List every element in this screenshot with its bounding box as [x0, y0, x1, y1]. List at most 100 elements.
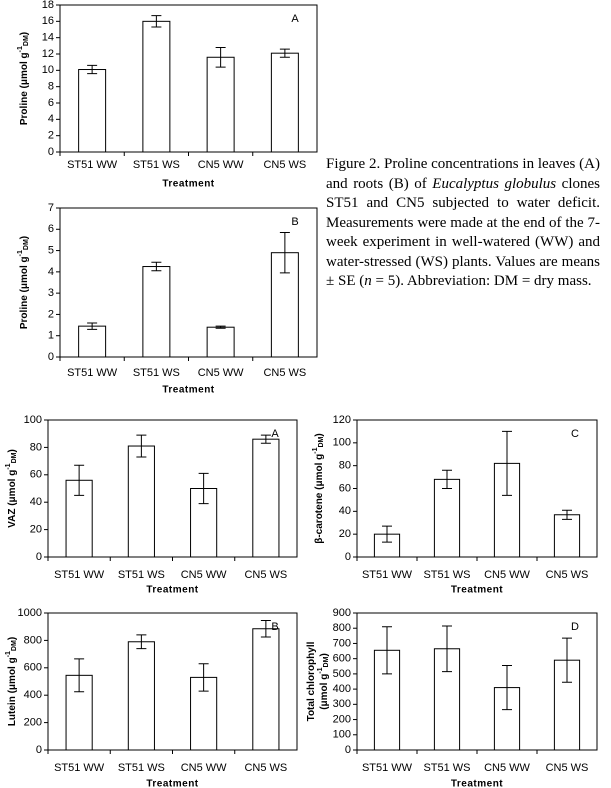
- x-axis-label: Treatment: [146, 779, 198, 788]
- y-axis-label-part: ): [7, 449, 18, 452]
- y-axis-label-part: Proline (μmol g: [19, 52, 30, 125]
- y-tick-label: 0: [345, 551, 351, 563]
- y-tick-label: 12: [42, 48, 54, 60]
- error-bar: [198, 663, 209, 692]
- y-tick-label: 2: [48, 308, 54, 320]
- y-tick-label: 40: [339, 505, 351, 517]
- y-axis-label-part: -1: [5, 651, 12, 657]
- x-tick-label: ST51 WS: [423, 569, 470, 581]
- y-tick-label: 600: [333, 653, 351, 665]
- panel-label: D: [571, 621, 579, 633]
- x-tick-label: CN5 WS: [244, 569, 287, 581]
- y-tick-label: 0: [48, 351, 54, 363]
- y-tick-label: 20: [339, 528, 351, 540]
- error-bar: [502, 430, 512, 496]
- y-axis-label-part: ): [319, 653, 330, 656]
- y-axis-label-part: DM: [318, 436, 325, 447]
- error-bar: [382, 626, 392, 675]
- y-tick-label: 800: [333, 622, 351, 634]
- bar: [252, 628, 280, 751]
- error-bar: [562, 637, 572, 683]
- caption-text: clones ST51 and CN5 subjected to water d…: [326, 175, 600, 290]
- y-tick-label: 16: [42, 15, 54, 27]
- y-axis-label-part: ): [19, 32, 30, 35]
- caption-text: Figure 2. Proline concentrations in leav…: [326, 156, 600, 192]
- x-tick-label: ST51 WS: [423, 762, 470, 774]
- x-tick-label: ST51 WW: [67, 159, 118, 171]
- error-bar: [562, 509, 572, 520]
- error-bar: [198, 472, 209, 505]
- y-axis-label-part: -1: [312, 447, 319, 453]
- x-tick-label: CN5 WS: [546, 569, 589, 581]
- y-tick-label: 400: [333, 683, 351, 695]
- y-tick-label: 6: [48, 223, 54, 235]
- x-tick-label: CN5 WS: [263, 367, 306, 379]
- bar: [553, 514, 581, 558]
- y-tick-label: 100: [333, 729, 351, 741]
- bar: [433, 478, 461, 558]
- y-tick-label: 60: [30, 469, 42, 481]
- bar: [270, 252, 299, 358]
- x-axis-label: Treatment: [146, 585, 198, 596]
- error-bar: [279, 231, 290, 274]
- error-bar: [382, 525, 392, 543]
- y-tick-label: 80: [30, 441, 42, 453]
- y-axis-label: Proline (μmol g-1DM): [17, 236, 30, 329]
- panel-label: A: [291, 13, 299, 25]
- x-tick-label: CN5 WW: [181, 569, 227, 581]
- x-axis-label: Treatment: [451, 585, 503, 596]
- y-tick-label: 900: [333, 607, 351, 619]
- y-axis-label-part: DM: [23, 239, 30, 250]
- y-tick-label: 0: [36, 551, 42, 563]
- y-axis-label-part: ): [7, 637, 18, 640]
- bar: [142, 20, 171, 153]
- y-axis-label-part: (μmol g: [319, 674, 330, 710]
- x-tick-label: ST51 WW: [362, 569, 413, 581]
- error-bar: [87, 64, 98, 75]
- error-bar: [260, 620, 271, 638]
- y-tick-label: 80: [339, 460, 351, 472]
- y-tick-label: 300: [333, 698, 351, 710]
- panel-label: A: [271, 428, 279, 440]
- x-tick-label: CN5 WW: [484, 762, 530, 774]
- y-tick-label: 700: [333, 637, 351, 649]
- bar: [127, 641, 155, 751]
- y-axis-label-part: -1: [317, 667, 324, 673]
- y-tick-label: 4: [48, 266, 54, 278]
- x-tick-label: ST51 WW: [67, 367, 118, 379]
- y-tick-label: 40: [30, 496, 42, 508]
- x-tick-label: CN5 WS: [244, 762, 287, 774]
- y-tick-label: 200: [333, 713, 351, 725]
- error-bar: [151, 261, 162, 272]
- x-axis-label: Treatment: [162, 179, 214, 190]
- y-tick-label: 0: [345, 744, 351, 756]
- error-bar: [442, 469, 452, 489]
- x-tick-label: ST51 WS: [118, 569, 165, 581]
- bar: [127, 445, 155, 558]
- panel-label: B: [271, 621, 278, 633]
- y-tick-label: 20: [30, 524, 42, 536]
- y-axis-label: Total chlorophyll: [306, 641, 317, 721]
- y-tick-label: 14: [42, 32, 54, 44]
- x-tick-label: CN5 WS: [263, 159, 306, 171]
- y-axis-label-part: -1: [17, 250, 24, 256]
- y-tick-label: 100: [333, 437, 351, 449]
- y-tick-label: 800: [24, 634, 42, 646]
- y-axis-label-part: DM: [23, 35, 30, 46]
- caption-italic: n: [364, 273, 372, 289]
- y-tick-label: 7: [48, 202, 54, 214]
- error-bar: [136, 434, 147, 458]
- y-axis-label-part: -1: [17, 46, 24, 52]
- y-axis-label-part: ): [314, 433, 325, 436]
- y-tick-label: 400: [24, 689, 42, 701]
- y-tick-label: 0: [48, 146, 54, 158]
- y-tick-label: 8: [48, 81, 54, 93]
- caption: Figure 2. Proline concentrations in leav…: [326, 155, 600, 292]
- bar: [190, 676, 218, 751]
- y-axis-label-part: Lutein (μmol g: [7, 657, 18, 726]
- panel-label: C: [571, 428, 579, 440]
- y-tick-label: 200: [24, 717, 42, 729]
- error-bar: [215, 46, 226, 68]
- y-tick-label: 2: [48, 130, 54, 142]
